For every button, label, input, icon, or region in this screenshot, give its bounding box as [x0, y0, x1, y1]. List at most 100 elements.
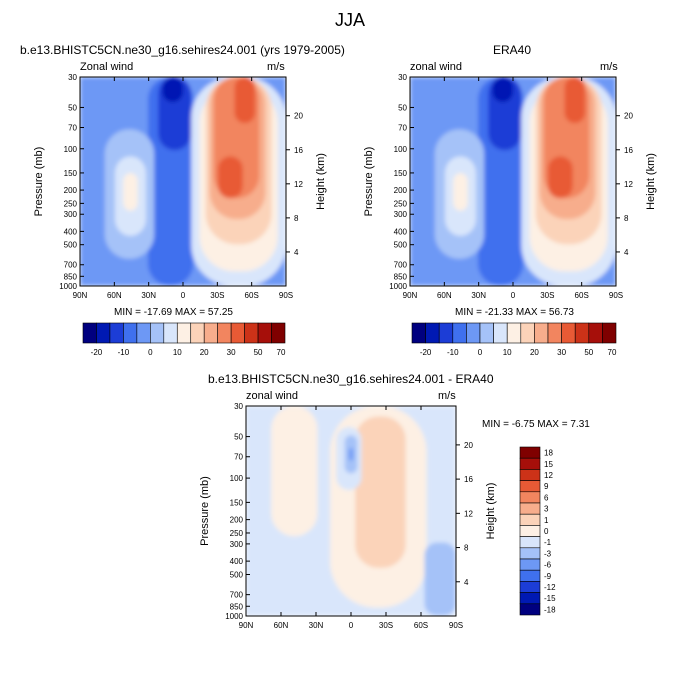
- x-tick-label: 90S: [609, 291, 623, 300]
- colorbar-swatch: [506, 322, 522, 344]
- colorbar-swatch: [519, 457, 541, 470]
- colorbar-label: 6: [544, 493, 549, 502]
- right-tick-label: 16: [624, 146, 633, 155]
- x-tick-label: 30N: [309, 621, 324, 630]
- colorbar-label: -12: [544, 583, 556, 592]
- colorbar-label: 20: [200, 348, 209, 357]
- contour-fill: [355, 416, 406, 568]
- right-tick-label: 12: [294, 180, 303, 189]
- y-axis-label: Pressure (mb): [33, 147, 45, 217]
- colorbar-swatch: [466, 322, 481, 344]
- colorbar-label: -10: [447, 348, 459, 357]
- colorbar-swatch: [411, 322, 426, 344]
- y-tick-label: 1000: [389, 282, 407, 291]
- right-tick-label: 8: [624, 214, 629, 223]
- panel-model-right-string: m/s: [267, 61, 285, 73]
- right-axis-label: Height (km): [485, 483, 497, 540]
- colorbar-swatch: [602, 322, 617, 344]
- y-tick-label: 150: [394, 169, 408, 178]
- x-tick-label: 60N: [274, 621, 289, 630]
- right-tick-label: 8: [464, 544, 469, 553]
- x-tick-label: 0: [349, 621, 354, 630]
- colorbar-label: 10: [173, 348, 182, 357]
- contour-fill: [218, 156, 243, 199]
- colorbar-label: 50: [584, 348, 593, 357]
- colorbar-swatch: [438, 322, 454, 344]
- panel-diff-right-string: m/s: [438, 390, 456, 402]
- x-tick-label: 0: [511, 291, 516, 300]
- y-tick-label: 700: [230, 591, 244, 600]
- y-tick-label: 70: [68, 124, 77, 133]
- y-tick-label: 400: [394, 227, 408, 236]
- y-tick-label: 70: [234, 453, 243, 462]
- colorbar-swatch: [561, 322, 576, 344]
- right-tick-label: 20: [464, 441, 473, 450]
- colorbar-label: -20: [91, 348, 103, 357]
- contour-field-model: [80, 77, 286, 286]
- colorbar-swatch: [244, 322, 259, 344]
- colorbar-label: 70: [277, 348, 286, 357]
- colorbar-label: -18: [544, 605, 556, 614]
- colorbar-label: 9: [544, 482, 549, 491]
- panel-diff-left-string: zonal wind: [246, 390, 298, 402]
- colorbar-swatch: [96, 322, 111, 344]
- colorbar-swatch: [519, 536, 541, 549]
- colorbar-swatch: [519, 603, 541, 616]
- contour-fill: [492, 77, 513, 103]
- colorbar-label: -1: [544, 538, 552, 547]
- panel-model-title: b.e13.BHISTC5CN.ne30_g16.sehires24.001 (…: [20, 43, 345, 57]
- y-tick-label: 500: [394, 241, 408, 250]
- y-tick-label: 150: [230, 498, 244, 507]
- panel-era40-stats: MIN = -21.33 MAX = 56.73: [455, 307, 574, 318]
- colorbar-swatch: [203, 322, 218, 344]
- right-tick-label: 20: [294, 112, 303, 121]
- colorbar-label: 15: [544, 460, 553, 469]
- panel-era40-right-string: m/s: [600, 61, 618, 73]
- colorbar-label: -3: [544, 549, 552, 558]
- right-tick-label: 4: [294, 248, 299, 257]
- colorbar-label: 3: [544, 505, 549, 514]
- y-tick-label: 400: [230, 557, 244, 566]
- y-axis-label: Pressure (mb): [199, 476, 211, 546]
- colorbar-label: 0: [148, 348, 153, 357]
- x-tick-label: 30S: [210, 291, 224, 300]
- x-tick-label: 30S: [540, 291, 554, 300]
- colorbar-swatch: [519, 569, 541, 582]
- contour-fill: [424, 542, 456, 616]
- colorbar-swatch: [519, 469, 541, 481]
- colorbar-swatch: [217, 322, 232, 344]
- colorbar-label: -9: [544, 572, 552, 581]
- colorbar-swatch: [479, 322, 494, 344]
- colorbar-label: 30: [227, 348, 236, 357]
- y-tick-label: 1000: [225, 612, 243, 621]
- panel-diff-stats: MIN = -6.75 MAX = 7.31: [482, 419, 590, 430]
- y-tick-label: 100: [394, 145, 408, 154]
- y-tick-label: 50: [68, 103, 77, 112]
- y-tick-label: 500: [64, 241, 78, 250]
- colorbar-label: -6: [544, 561, 552, 570]
- panel-model-left-string: Zonal wind: [80, 61, 134, 73]
- x-tick-label: 90N: [73, 291, 88, 300]
- right-tick-label: 4: [464, 578, 469, 587]
- y-tick-label: 50: [398, 103, 407, 112]
- colorbar-swatch: [82, 322, 97, 344]
- right-axis-label: Height (km): [315, 153, 327, 210]
- panel-era40-left-string: zonal wind: [410, 61, 462, 73]
- x-tick-label: 90S: [279, 291, 293, 300]
- x-tick-label: 90N: [239, 621, 254, 630]
- contour-fill: [348, 448, 354, 461]
- y-tick-label: 100: [64, 145, 78, 154]
- y-tick-label: 30: [398, 73, 407, 82]
- y-tick-label: 300: [64, 210, 78, 219]
- colorbar-swatch: [519, 581, 541, 593]
- y-tick-label: 850: [64, 272, 78, 281]
- contour-fill: [234, 77, 256, 123]
- y-tick-label: 850: [230, 602, 244, 611]
- x-tick-label: 90N: [403, 291, 418, 300]
- y-axis-label: Pressure (mb): [363, 147, 375, 217]
- colorbar-swatch: [176, 322, 192, 344]
- colorbar-swatch: [574, 322, 590, 344]
- contour-fill: [162, 77, 183, 103]
- colorbar-label: -15: [544, 594, 556, 603]
- x-tick-label: 30N: [141, 291, 156, 300]
